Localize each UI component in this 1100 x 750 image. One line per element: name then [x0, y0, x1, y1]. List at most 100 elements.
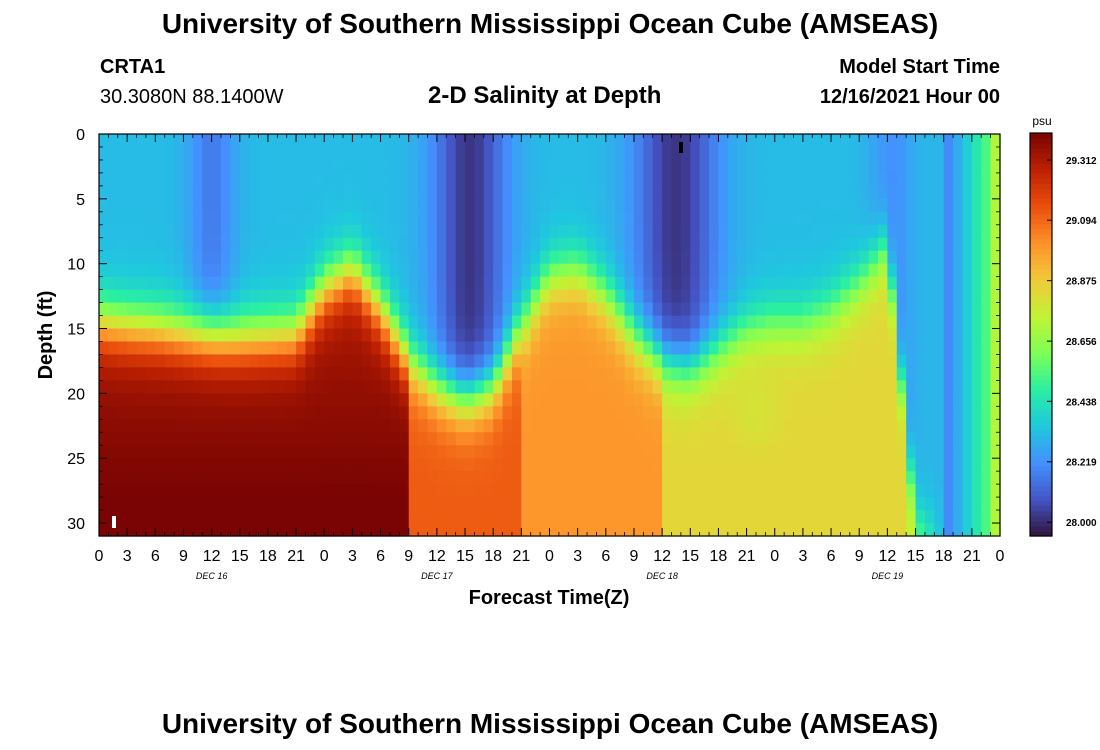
- heatmap-cell: [324, 185, 335, 200]
- heatmap-cell: [211, 341, 222, 356]
- x-axis-ticks: 0 3 6 9 12 15 18 21 0 3 6 9 12 15 18 21 0 3 6 9 12 15 18 21 0 3 6 9…: [95, 134, 1005, 565]
- heatmap-cell: [258, 263, 269, 278]
- heatmap-cell: [324, 432, 335, 446]
- heatmap-cell: [962, 289, 973, 304]
- heatmap-cell: [408, 276, 419, 291]
- colorbar-segment: [1030, 485, 1052, 492]
- heatmap-cell: [990, 146, 1001, 161]
- heatmap-cell: [540, 237, 551, 252]
- heatmap-cell: [709, 367, 720, 381]
- heatmap-cell: [389, 471, 400, 485]
- heatmap-cell: [915, 380, 926, 394]
- heatmap-cell: [127, 354, 138, 369]
- heatmap-cell: [155, 237, 166, 252]
- heatmap-cell: [183, 328, 194, 343]
- heatmap-cell: [117, 211, 128, 226]
- heatmap-cell: [774, 523, 785, 537]
- heatmap-cell: [230, 432, 241, 446]
- heatmap-cell: [793, 250, 804, 265]
- heatmap-cell: [765, 315, 776, 330]
- heatmap-cell: [117, 341, 128, 356]
- heatmap-cell: [127, 393, 138, 407]
- heatmap-cell: [633, 289, 644, 304]
- heatmap-cell: [230, 302, 241, 317]
- heatmap-cell: [943, 367, 954, 381]
- heatmap-cell: [831, 289, 842, 304]
- heatmap-cell: [709, 224, 720, 239]
- heatmap-cell: [455, 263, 466, 278]
- chart-title: University of Southern Mississippi Ocean…: [161, 8, 939, 39]
- heatmap-cell: [924, 484, 935, 498]
- heatmap-cell: [502, 276, 513, 291]
- heatmap-cell: [380, 289, 391, 304]
- heatmap-cell: [831, 172, 842, 187]
- heatmap-cell: [709, 393, 720, 407]
- heatmap-cell: [192, 393, 203, 407]
- heatmap-cell: [277, 354, 288, 369]
- heatmap-cell: [465, 393, 476, 407]
- heatmap-cell: [436, 445, 447, 459]
- heatmap-cell: [662, 237, 673, 252]
- heatmap-cell: [652, 419, 663, 433]
- heatmap-cell: [361, 263, 372, 278]
- heatmap-cell: [906, 471, 917, 485]
- heatmap-cell: [587, 445, 598, 459]
- heatmap-cell: [746, 185, 757, 200]
- heatmap-cell: [812, 445, 823, 459]
- heatmap-cell: [511, 289, 522, 304]
- heatmap-cell: [127, 302, 138, 317]
- heatmap-cell: [436, 134, 447, 148]
- heatmap-cell: [418, 263, 429, 278]
- heatmap-cell: [615, 159, 626, 174]
- heatmap-cell: [962, 328, 973, 343]
- heatmap-cell: [343, 406, 354, 420]
- heatmap-cell: [427, 393, 438, 407]
- heatmap-cell: [502, 471, 513, 485]
- heatmap-cell: [258, 134, 269, 148]
- heatmap-cell: [737, 419, 748, 433]
- heatmap-cell: [577, 146, 588, 161]
- heatmap-cell: [718, 263, 729, 278]
- heatmap-cell: [183, 302, 194, 317]
- heatmap-cell: [455, 328, 466, 343]
- heatmap-cell: [502, 224, 513, 239]
- colorbar-segment: [1030, 475, 1052, 482]
- heatmap-cell: [709, 276, 720, 291]
- day-label: DEC 18: [646, 571, 678, 581]
- heatmap-cell: [755, 276, 766, 291]
- heatmap-cell: [605, 250, 616, 265]
- heatmap-cell: [239, 393, 250, 407]
- heatmap-cell: [352, 211, 363, 226]
- heatmap-cell: [174, 380, 185, 394]
- heatmap-cell: [615, 406, 626, 420]
- heatmap-cell: [877, 432, 888, 446]
- heatmap-cell: [314, 159, 325, 174]
- heatmap-cell: [962, 302, 973, 317]
- heatmap-cell: [934, 471, 945, 485]
- heatmap-cell: [540, 289, 551, 304]
- heatmap-cell: [511, 523, 522, 537]
- heatmap-cell: [558, 198, 569, 213]
- heatmap-cell: [981, 276, 992, 291]
- heatmap-cell: [812, 211, 823, 226]
- heatmap-cell: [324, 263, 335, 278]
- heatmap-cell: [934, 432, 945, 446]
- heatmap-cell: [549, 302, 560, 317]
- heatmap-cell: [249, 406, 260, 420]
- heatmap-cell: [727, 328, 738, 343]
- heatmap-cell: [784, 211, 795, 226]
- heatmap-cell: [418, 497, 429, 511]
- heatmap-cell: [624, 315, 635, 330]
- heatmap-cell: [802, 354, 813, 369]
- heatmap-cell: [511, 419, 522, 433]
- heatmap-cell: [530, 354, 541, 369]
- heatmap-cell: [145, 497, 156, 511]
- heatmap-cell: [755, 159, 766, 174]
- heatmap-cell: [371, 328, 382, 343]
- heatmap-cell: [521, 484, 532, 498]
- heatmap-cell: [502, 484, 513, 498]
- heatmap-cell: [962, 198, 973, 213]
- heatmap-cell: [577, 172, 588, 187]
- heatmap-cell: [727, 419, 738, 433]
- heatmap-cell: [953, 458, 964, 472]
